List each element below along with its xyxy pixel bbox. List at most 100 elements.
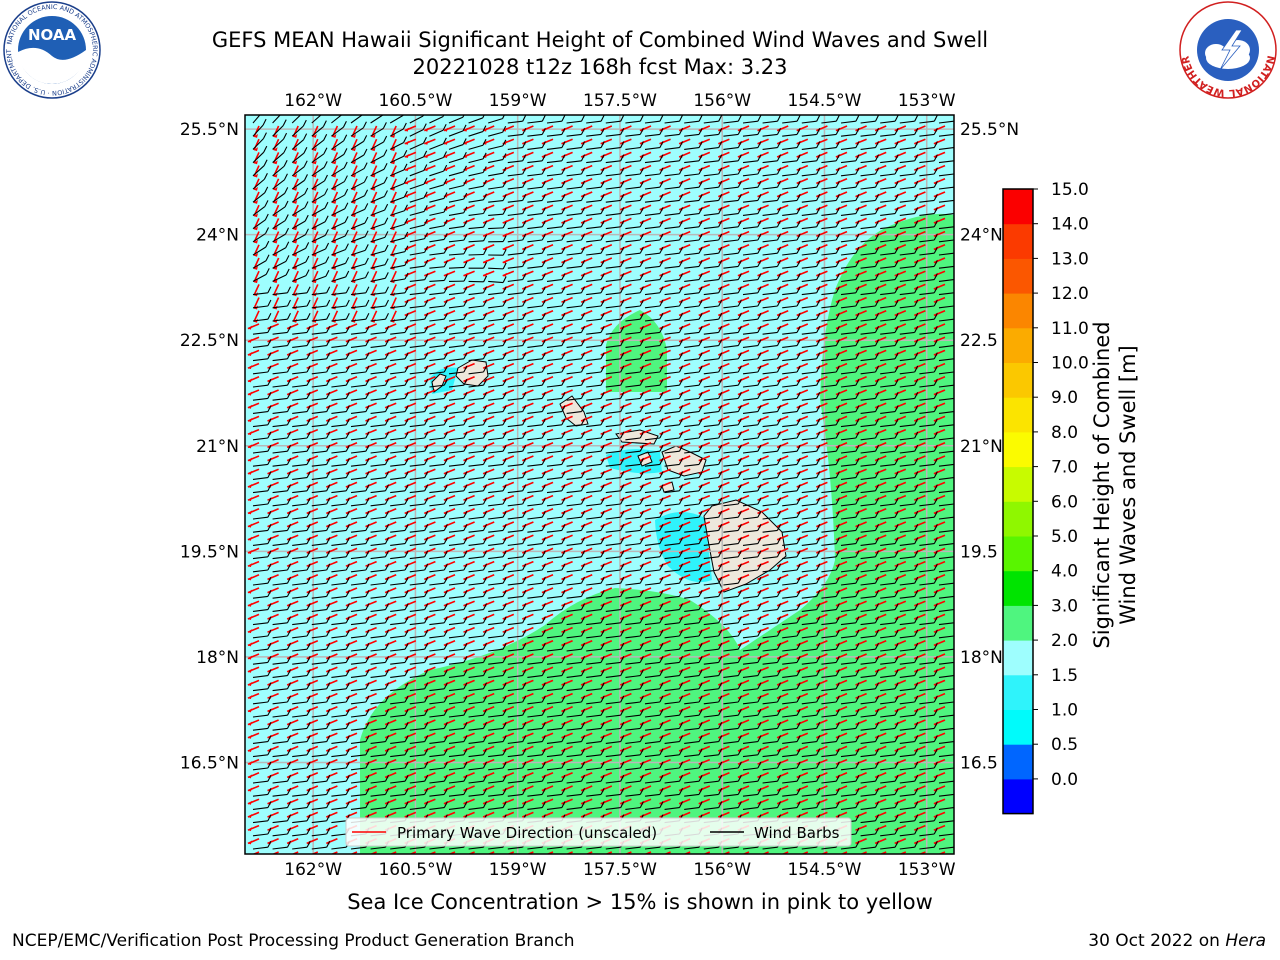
wind-barb	[546, 133, 562, 137]
wind-barb	[586, 186, 602, 190]
wind-barb	[389, 142, 404, 150]
wind-barb	[409, 156, 424, 164]
wind-barb-flag	[502, 126, 507, 133]
wind-barb	[742, 120, 758, 124]
wind-barb	[880, 133, 896, 137]
wind-barb-flag	[262, 132, 267, 139]
wind-barb	[625, 199, 641, 203]
wind-barb	[801, 133, 817, 137]
wind-barb	[742, 133, 758, 137]
wind-barb	[566, 147, 582, 150]
wind-barb-flag	[875, 194, 879, 201]
wind-barb-flag	[463, 179, 468, 186]
wind-barb	[252, 192, 266, 203]
wind-barb-flag	[698, 154, 703, 162]
wind-barb-flag	[777, 207, 781, 214]
wind-barb-flag	[894, 141, 899, 148]
wind-barb	[429, 129, 444, 137]
wind-barb	[782, 186, 798, 190]
wind-barb	[429, 184, 444, 190]
wind-barb	[488, 267, 504, 270]
wind-barb-flag	[462, 151, 467, 159]
wind-barb	[801, 186, 817, 190]
wind-barb-flag	[914, 180, 919, 188]
wave-direction-arrowhead	[424, 153, 429, 158]
wind-barb-flag	[835, 167, 840, 175]
wind-barb-flag	[522, 128, 527, 135]
wind-barb-flag	[502, 207, 507, 215]
wind-barb-flag	[718, 180, 723, 188]
wind-barb	[272, 125, 284, 137]
wind-barb	[703, 147, 719, 150]
wind-barb	[899, 186, 915, 190]
wave-direction-arrowhead	[293, 213, 298, 218]
wind-barb	[390, 210, 405, 216]
wind-barb-flag	[620, 154, 625, 162]
wind-barb-flag	[679, 167, 683, 175]
wind-barb	[468, 171, 484, 177]
wind-barb-flag	[796, 167, 801, 175]
wind-barb-flag	[914, 154, 919, 162]
wind-barb	[840, 213, 856, 216]
wind-barb-flag	[561, 167, 566, 175]
wind-barb	[586, 199, 602, 203]
wind-barb	[546, 199, 562, 203]
wind-barb	[527, 173, 543, 177]
national-weather-service-logo: NATIONAL WEATHER SERVICE	[1176, 0, 1277, 99]
wind-barb	[291, 220, 306, 230]
wave-direction-arrowhead	[312, 186, 317, 191]
wind-barb-flag	[463, 206, 468, 214]
wind-barb-flag	[875, 180, 879, 188]
wind-barb-flag	[561, 180, 566, 188]
wind-barb	[507, 147, 523, 150]
wind-barb	[586, 173, 602, 177]
wind-barb-flag	[737, 154, 742, 162]
wind-barb	[350, 154, 365, 164]
wind-barb-flag	[639, 141, 644, 148]
wave-direction-arrowhead	[424, 140, 429, 145]
wind-barb-flag	[894, 128, 899, 135]
wave-direction-arrowhead	[332, 173, 337, 178]
wind-barb	[880, 213, 896, 216]
wave-direction-arrowhead	[332, 160, 337, 165]
wind-barb-flag	[679, 194, 683, 201]
wind-barb	[546, 213, 562, 216]
wind-barb	[880, 120, 896, 124]
wind-barb	[899, 160, 915, 164]
wind-barb-flag	[581, 115, 585, 122]
wind-barb	[919, 160, 935, 164]
wind-barb	[389, 155, 405, 164]
wind-barb-flag	[302, 119, 307, 127]
wind-barb	[840, 160, 856, 164]
wind-barb-flag	[482, 138, 487, 146]
wave-direction-arrowhead	[293, 173, 298, 178]
wind-barb-flag	[423, 205, 428, 212]
wind-barb	[821, 186, 837, 190]
wind-barb-flag	[383, 135, 388, 143]
wind-barb	[938, 120, 954, 124]
wind-barb-flag	[581, 207, 585, 214]
wind-barb-flag	[502, 153, 507, 160]
wind-barb-flag	[482, 152, 487, 160]
wind-barb	[468, 253, 484, 256]
wind-barb-flag	[541, 180, 546, 188]
wind-barb	[782, 213, 798, 216]
wind-barb	[527, 147, 543, 150]
wind-barb-flag	[855, 154, 860, 162]
wind-barb	[860, 160, 876, 164]
wind-barb	[684, 199, 700, 203]
wind-barb-flag	[581, 194, 585, 201]
wave-direction-arrowhead	[404, 153, 409, 158]
wind-barb	[527, 213, 543, 216]
wind-barb-flag	[442, 124, 447, 131]
wind-barb-flag	[522, 141, 527, 148]
wind-barb-flag	[816, 167, 821, 175]
wind-barb	[899, 213, 915, 216]
wind-barb-flag	[737, 128, 742, 135]
wind-barb	[703, 199, 719, 203]
wave-field-3-4m-south	[360, 560, 835, 854]
wave-direction-arrowhead	[443, 153, 448, 158]
wind-barb	[390, 196, 405, 203]
wind-barb	[860, 173, 876, 177]
wind-barb	[409, 129, 424, 137]
